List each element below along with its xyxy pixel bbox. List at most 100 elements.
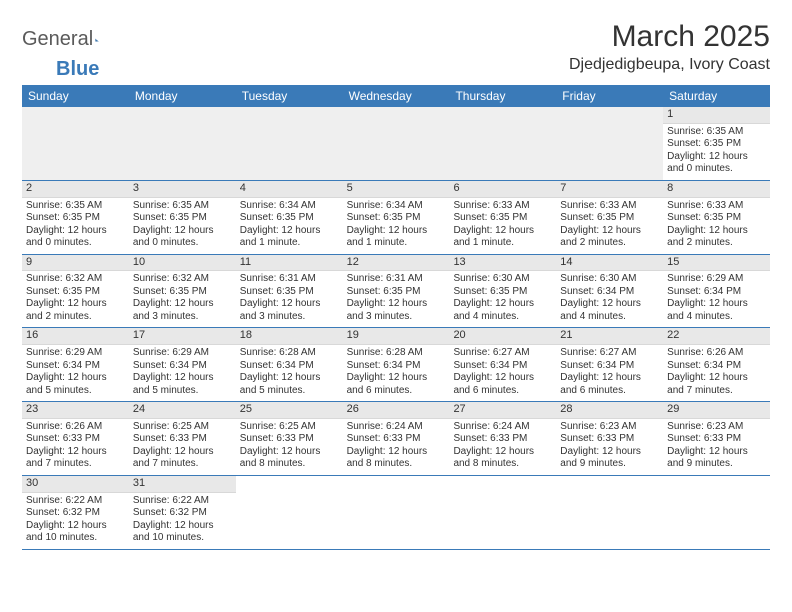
day-body: Sunrise: 6:34 AMSunset: 6:35 PMDaylight:… <box>343 198 450 254</box>
weekday-header-row: SundayMondayTuesdayWednesdayThursdayFrid… <box>22 85 770 107</box>
sunrise-text: Sunrise: 6:35 AM <box>133 200 232 213</box>
day-cell: 8Sunrise: 6:33 AMSunset: 6:35 PMDaylight… <box>663 181 770 254</box>
sunset-text: Sunset: 6:33 PM <box>26 433 125 446</box>
day-number: 22 <box>663 328 770 345</box>
day-number: 6 <box>449 181 556 198</box>
day-cell: 12Sunrise: 6:31 AMSunset: 6:35 PMDayligh… <box>343 255 450 328</box>
sunrise-text: Sunrise: 6:33 AM <box>560 200 659 213</box>
day-body: Sunrise: 6:24 AMSunset: 6:33 PMDaylight:… <box>343 419 450 475</box>
day-cell <box>343 107 450 180</box>
day-number: 29 <box>663 402 770 419</box>
daylight-text: Daylight: 12 hours and 3 minutes. <box>240 298 339 323</box>
daylight-text: Daylight: 12 hours and 0 minutes. <box>667 151 766 176</box>
sunrise-text: Sunrise: 6:34 AM <box>347 200 446 213</box>
day-body: Sunrise: 6:25 AMSunset: 6:33 PMDaylight:… <box>129 419 236 475</box>
day-number: 23 <box>22 402 129 419</box>
daylight-text: Daylight: 12 hours and 4 minutes. <box>453 298 552 323</box>
sunset-text: Sunset: 6:32 PM <box>133 507 232 520</box>
day-cell: 3Sunrise: 6:35 AMSunset: 6:35 PMDaylight… <box>129 181 236 254</box>
day-body: Sunrise: 6:28 AMSunset: 6:34 PMDaylight:… <box>343 345 450 401</box>
daylight-text: Daylight: 12 hours and 1 minute. <box>347 225 446 250</box>
daylight-text: Daylight: 12 hours and 10 minutes. <box>133 520 232 545</box>
day-body: Sunrise: 6:30 AMSunset: 6:35 PMDaylight:… <box>449 271 556 327</box>
sunrise-text: Sunrise: 6:24 AM <box>347 421 446 434</box>
sunrise-text: Sunrise: 6:34 AM <box>240 200 339 213</box>
day-cell: 23Sunrise: 6:26 AMSunset: 6:33 PMDayligh… <box>22 402 129 475</box>
day-body: Sunrise: 6:29 AMSunset: 6:34 PMDaylight:… <box>663 271 770 327</box>
daylight-text: Daylight: 12 hours and 7 minutes. <box>667 372 766 397</box>
daylight-text: Daylight: 12 hours and 9 minutes. <box>560 446 659 471</box>
day-body: Sunrise: 6:33 AMSunset: 6:35 PMDaylight:… <box>663 198 770 254</box>
day-number: 26 <box>343 402 450 419</box>
day-number: 11 <box>236 255 343 272</box>
day-body: Sunrise: 6:33 AMSunset: 6:35 PMDaylight:… <box>556 198 663 254</box>
day-number: 31 <box>129 476 236 493</box>
weekday-header: Tuesday <box>236 85 343 107</box>
title-block: March 2025 Djedjedigbeupa, Ivory Coast <box>569 20 770 74</box>
daylight-text: Daylight: 12 hours and 4 minutes. <box>560 298 659 323</box>
day-number: 2 <box>22 181 129 198</box>
daylight-text: Daylight: 12 hours and 2 minutes. <box>667 225 766 250</box>
day-cell <box>129 107 236 180</box>
sunset-text: Sunset: 6:34 PM <box>560 286 659 299</box>
sunrise-text: Sunrise: 6:32 AM <box>26 273 125 286</box>
day-number: 25 <box>236 402 343 419</box>
sunset-text: Sunset: 6:35 PM <box>240 286 339 299</box>
daylight-text: Daylight: 12 hours and 5 minutes. <box>240 372 339 397</box>
day-body: Sunrise: 6:22 AMSunset: 6:32 PMDaylight:… <box>129 493 236 549</box>
day-cell: 4Sunrise: 6:34 AMSunset: 6:35 PMDaylight… <box>236 181 343 254</box>
day-cell: 1Sunrise: 6:35 AMSunset: 6:35 PMDaylight… <box>663 107 770 180</box>
day-body: Sunrise: 6:23 AMSunset: 6:33 PMDaylight:… <box>663 419 770 475</box>
day-cell: 15Sunrise: 6:29 AMSunset: 6:34 PMDayligh… <box>663 255 770 328</box>
sunset-text: Sunset: 6:35 PM <box>347 212 446 225</box>
sunrise-text: Sunrise: 6:35 AM <box>26 200 125 213</box>
day-number: 9 <box>22 255 129 272</box>
sunset-text: Sunset: 6:33 PM <box>133 433 232 446</box>
sunrise-text: Sunrise: 6:27 AM <box>453 347 552 360</box>
sunset-text: Sunset: 6:35 PM <box>26 212 125 225</box>
day-body: Sunrise: 6:33 AMSunset: 6:35 PMDaylight:… <box>449 198 556 254</box>
weekday-header: Monday <box>129 85 236 107</box>
day-cell: 13Sunrise: 6:30 AMSunset: 6:35 PMDayligh… <box>449 255 556 328</box>
day-body: Sunrise: 6:31 AMSunset: 6:35 PMDaylight:… <box>343 271 450 327</box>
day-cell <box>556 107 663 180</box>
day-body: Sunrise: 6:29 AMSunset: 6:34 PMDaylight:… <box>129 345 236 401</box>
sunset-text: Sunset: 6:35 PM <box>240 212 339 225</box>
weeks-container: 1Sunrise: 6:35 AMSunset: 6:35 PMDaylight… <box>22 107 770 550</box>
day-body: Sunrise: 6:28 AMSunset: 6:34 PMDaylight:… <box>236 345 343 401</box>
calendar-grid: SundayMondayTuesdayWednesdayThursdayFrid… <box>22 85 770 550</box>
day-body: Sunrise: 6:35 AMSunset: 6:35 PMDaylight:… <box>663 124 770 180</box>
sunset-text: Sunset: 6:35 PM <box>667 138 766 151</box>
day-body: Sunrise: 6:27 AMSunset: 6:34 PMDaylight:… <box>556 345 663 401</box>
day-cell <box>236 476 343 549</box>
day-body: Sunrise: 6:31 AMSunset: 6:35 PMDaylight:… <box>236 271 343 327</box>
sunrise-text: Sunrise: 6:32 AM <box>133 273 232 286</box>
daylight-text: Daylight: 12 hours and 0 minutes. <box>26 225 125 250</box>
sunrise-text: Sunrise: 6:28 AM <box>240 347 339 360</box>
day-cell: 5Sunrise: 6:34 AMSunset: 6:35 PMDaylight… <box>343 181 450 254</box>
sunset-text: Sunset: 6:35 PM <box>133 212 232 225</box>
sunrise-text: Sunrise: 6:30 AM <box>453 273 552 286</box>
sunset-text: Sunset: 6:35 PM <box>347 286 446 299</box>
sunrise-text: Sunrise: 6:23 AM <box>560 421 659 434</box>
day-cell: 16Sunrise: 6:29 AMSunset: 6:34 PMDayligh… <box>22 328 129 401</box>
day-cell <box>343 476 450 549</box>
weekday-header: Thursday <box>449 85 556 107</box>
daylight-text: Daylight: 12 hours and 4 minutes. <box>667 298 766 323</box>
brand-part2: Blue <box>56 58 99 81</box>
day-cell: 20Sunrise: 6:27 AMSunset: 6:34 PMDayligh… <box>449 328 556 401</box>
day-cell: 27Sunrise: 6:24 AMSunset: 6:33 PMDayligh… <box>449 402 556 475</box>
sunrise-text: Sunrise: 6:29 AM <box>26 347 125 360</box>
daylight-text: Daylight: 12 hours and 8 minutes. <box>453 446 552 471</box>
day-number: 19 <box>343 328 450 345</box>
week-row: 30Sunrise: 6:22 AMSunset: 6:32 PMDayligh… <box>22 476 770 550</box>
sunrise-text: Sunrise: 6:28 AM <box>347 347 446 360</box>
sunrise-text: Sunrise: 6:25 AM <box>133 421 232 434</box>
day-number: 27 <box>449 402 556 419</box>
sunset-text: Sunset: 6:33 PM <box>240 433 339 446</box>
day-cell <box>449 107 556 180</box>
daylight-text: Daylight: 12 hours and 2 minutes. <box>560 225 659 250</box>
day-cell: 26Sunrise: 6:24 AMSunset: 6:33 PMDayligh… <box>343 402 450 475</box>
day-cell <box>663 476 770 549</box>
sunset-text: Sunset: 6:33 PM <box>667 433 766 446</box>
